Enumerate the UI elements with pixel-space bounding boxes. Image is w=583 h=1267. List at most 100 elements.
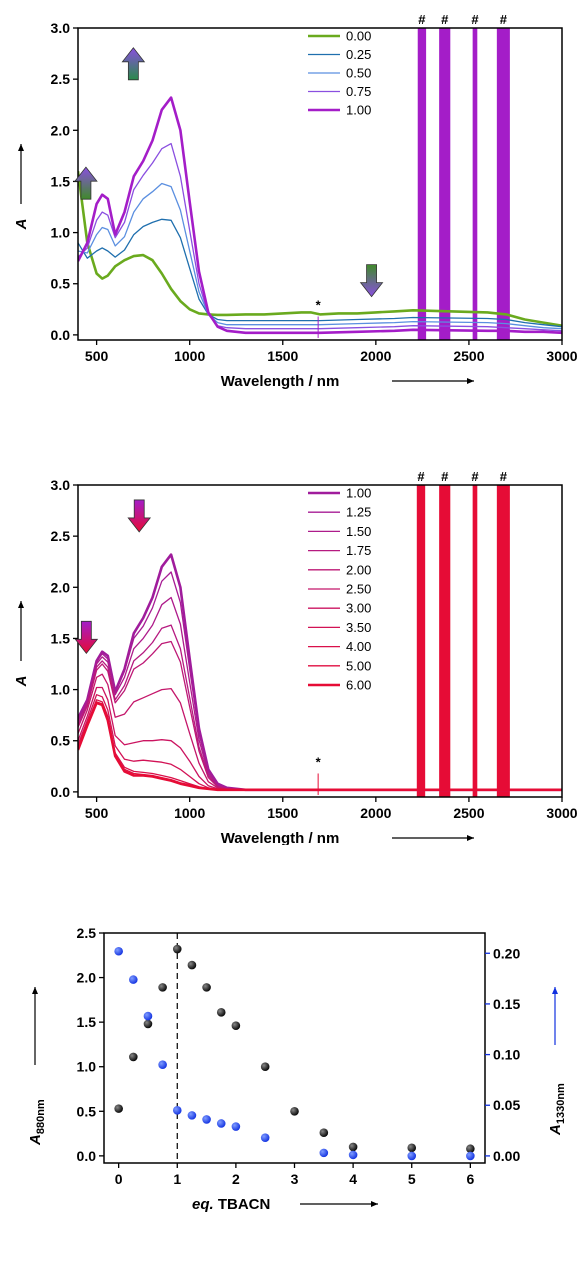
y-tick-label: 1.0 [51,682,71,698]
y-left-tick-label: 1.5 [77,1014,97,1030]
point-a1330 [129,975,138,984]
y-axis-title: A [13,219,30,231]
annotation-hash: # [418,12,426,27]
point-a1330 [114,946,123,956]
x-tick-label: 3000 [546,348,577,364]
point-a1330 [407,1151,417,1161]
y-right-axis-title: A1330nm [547,1083,567,1136]
titration-scatter-chart: 0 1 2 3 4 5 6 0.0 0.5 1.0 1.5 2.0 2.5 0.00 0.05 0.10 0.1… [27,925,567,1213]
increase-arrow [121,47,146,81]
annotation-hash: # [500,12,508,27]
point-a1330 [143,1011,153,1021]
point-a880 [466,1144,475,1154]
annotation-asterisk: * [316,297,322,312]
x-tick-label: 0 [115,1171,123,1187]
x-axis-title: Wavelength / nm [221,830,340,845]
point-a880 [129,1052,138,1062]
annotation-hash: # [500,469,508,484]
y-tick-label: 1.5 [51,630,71,646]
legend-label: 1.00 [346,103,371,118]
legend-label: 1.75 [346,543,371,558]
annotation-hash: # [441,12,449,27]
y-tick-label: 2.0 [51,579,71,595]
spectra-chart-top: 500 1000 1500 2000 2500 3000 0.0 0.5 1.0 1.5 2.0 2.… [13,12,578,390]
saturation-band-1 [416,485,426,797]
x-tick-label: 2000 [360,805,391,821]
y-right-tick-label: 0.00 [493,1148,520,1164]
point-a880 [158,983,167,992]
point-a880 [260,1062,270,1072]
legend-label: 1.00 [346,486,371,501]
y-tick-label: 0.5 [51,276,71,292]
y-tick-label: 3.0 [51,477,71,493]
legend-label: 5.00 [346,658,371,673]
y-tick-label: 2.5 [51,71,71,87]
point-a880 [216,1008,226,1017]
y-tick-label: 2.0 [51,122,71,138]
x-tick-label: 5 [408,1171,416,1187]
y-left-axis-arrowhead [32,987,38,994]
series-line-2.50 [78,673,562,791]
legend-label: 2.50 [346,582,371,597]
point-a1330 [231,1122,241,1131]
plot-area [78,28,562,340]
x-axis-arrowhead [371,1201,378,1207]
y-right-tick-label: 0.15 [493,996,520,1012]
legend-label: 0.50 [346,66,371,81]
point-a880 [231,1021,241,1031]
saturation-band-4 [496,485,510,797]
x-axis-arrowhead [467,835,474,841]
point-a1330 [202,1115,211,1124]
saturation-band-3 [472,485,478,797]
point-a1330 [172,1106,182,1115]
point-a880 [114,1104,123,1113]
increase-arrow [74,166,98,200]
legend-label: 4.00 [346,639,371,654]
point-a1330 [187,1111,197,1120]
x-tick-label: 1000 [174,805,205,821]
point-a880 [202,983,211,992]
annotation-hash: # [471,12,479,27]
y-left-tick-label: 0.0 [77,1148,97,1164]
spectra-chart-middle: 500 1000 1500 2000 2500 3000 0.0 0.5 1.0 1.5 2.0 2.… [13,469,578,845]
saturation-band-4 [496,28,510,340]
point-a1330 [158,1060,167,1070]
annotation-hash: # [417,469,425,484]
x-tick-label: 2500 [453,348,484,364]
decrease-arrow [359,264,384,298]
y-axis-title: A [13,676,30,688]
x-tick-label: 500 [85,805,109,821]
y-left-tick-label: 0.5 [77,1103,97,1119]
series-line-0.25 [78,218,562,328]
annotation-hash: # [471,469,479,484]
legend-label: 6.00 [346,678,371,693]
saturation-band-2 [439,28,451,340]
series-line-0.50 [78,182,562,330]
x-tick-label: 4 [349,1171,357,1187]
y-right-axis-arrowhead [552,987,558,994]
plot-area [78,485,562,797]
series-line-1.00 [78,96,562,335]
annotation-asterisk: * [316,754,322,769]
x-axis-arrowhead [467,378,474,384]
saturation-band-3 [472,28,478,340]
x-axis-title: Wavelength / nm [221,373,340,390]
x-tick-label: 1 [173,1171,181,1187]
point-a880 [143,1019,153,1029]
point-a1330 [216,1119,226,1128]
point-a1330 [348,1150,358,1160]
decrease-arrow [74,620,99,654]
legend-label: 0.75 [346,84,371,99]
x-tick-label: 2 [232,1171,240,1187]
x-tick-label: 1500 [267,348,298,364]
y-axis-arrowhead [18,601,24,608]
y-axis-arrowhead [18,144,24,151]
x-tick-label: 6 [466,1171,474,1187]
plot-frame [77,27,563,341]
y-left-axis-title: A880nm [27,1099,47,1146]
y-tick-label: 1.0 [51,225,71,241]
y-tick-label: 0.0 [51,327,71,343]
x-tick-label: 500 [85,348,109,364]
y-right-tick-label: 0.05 [493,1097,520,1113]
